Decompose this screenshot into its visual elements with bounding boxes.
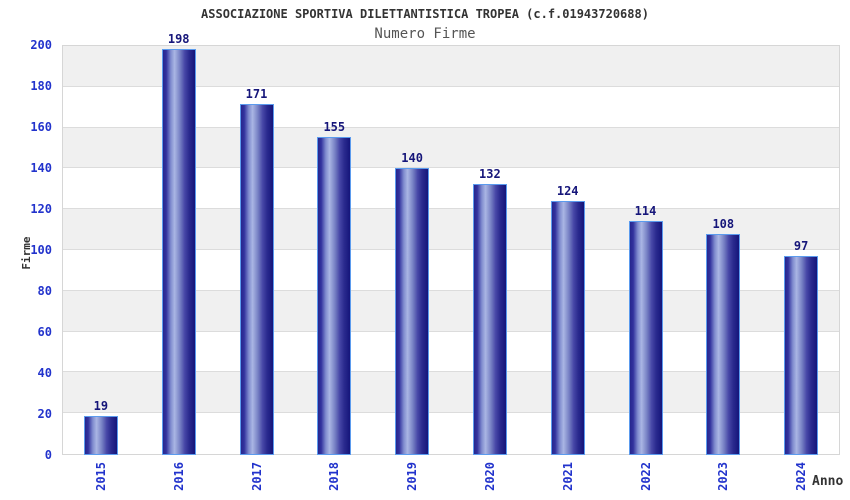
chart-title: ASSOCIAZIONE SPORTIVA DILETTANTISTICA TR… <box>201 7 649 21</box>
bar-value-label: 140 <box>401 151 423 165</box>
gridline <box>63 126 839 128</box>
y-axis-label: Firme <box>20 236 33 270</box>
bar-2021 <box>550 201 585 455</box>
gridline <box>63 249 839 250</box>
bar-2024 <box>784 256 819 455</box>
x-tick-label: 2017 <box>249 462 264 491</box>
bar-value-label: 171 <box>245 87 268 101</box>
y-tick-label: 120 <box>30 202 52 216</box>
bar-2019 <box>395 168 430 455</box>
y-tick-label: 160 <box>30 120 52 134</box>
gridline <box>63 208 839 210</box>
bar-value-label: 132 <box>479 167 501 181</box>
y-tick-label: 80 <box>37 284 52 298</box>
x-tick-label: 2022 <box>638 462 653 491</box>
x-tick-label: 2024 <box>794 462 809 491</box>
bar-2023 <box>706 234 741 455</box>
bar-value-label: 198 <box>167 32 190 46</box>
chart-subtitle: Numero Firme <box>374 26 476 42</box>
bar-value-label: 155 <box>323 120 346 134</box>
bar-2018 <box>317 137 352 455</box>
x-tick-label: 2019 <box>405 462 420 491</box>
bar-value-label: 19 <box>93 399 109 413</box>
y-tick-label: 0 <box>44 448 52 462</box>
bar-2016 <box>161 49 196 455</box>
bar-value-label: 114 <box>634 204 657 218</box>
bar-2017 <box>239 104 274 455</box>
y-tick-label: 40 <box>37 366 52 380</box>
bar-2022 <box>628 221 663 455</box>
bar-value-label: 108 <box>712 217 735 231</box>
x-axis-label: Anno <box>812 474 844 489</box>
bar-2020 <box>472 184 507 455</box>
y-tick-label: 140 <box>30 161 52 175</box>
x-tick-label: 2023 <box>716 462 731 491</box>
bar-2015 <box>83 416 118 455</box>
gridline <box>63 412 839 414</box>
gridline <box>63 330 839 332</box>
x-tick-label: 2020 <box>482 462 497 491</box>
y-tick-label: 200 <box>30 38 52 52</box>
bar-value-label: 97 <box>793 239 809 253</box>
y-tick-label: 20 <box>37 407 52 421</box>
x-tick-label: 2021 <box>560 462 575 491</box>
x-tick-label: 2015 <box>93 462 108 491</box>
x-tick-label: 2018 <box>327 462 342 491</box>
gridline <box>63 371 839 373</box>
y-tick-label: 180 <box>30 79 52 93</box>
x-tick-label: 2016 <box>171 462 186 491</box>
y-tick-label: 60 <box>37 325 52 339</box>
gridline <box>63 85 839 87</box>
gridline <box>63 289 839 291</box>
gridline <box>63 167 839 169</box>
y-tick-label: 100 <box>30 243 52 257</box>
bar-value-label: 124 <box>556 184 579 198</box>
